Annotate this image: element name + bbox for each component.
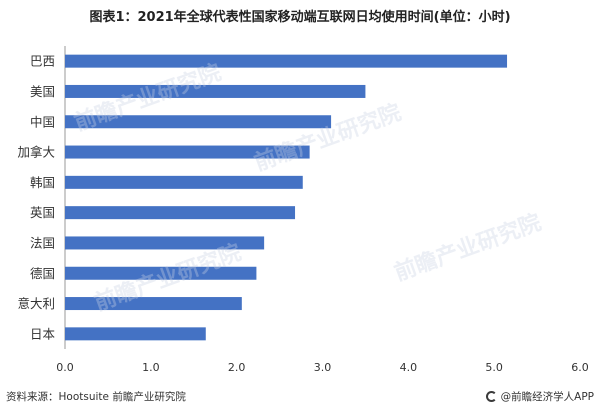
bar (65, 84, 366, 98)
chart-title: 图表1：2021年全球代表性国家移动端互联网日均使用时间(单位：小时) (89, 10, 511, 25)
y-tick-label: 美国 (30, 84, 55, 99)
bar (65, 54, 508, 68)
bar (65, 115, 332, 129)
x-tick-label: 3.0 (314, 361, 332, 374)
y-tick-label: 德国 (30, 266, 55, 281)
source-note: 资料来源：Hootsuite 前瞻产业研究院 (6, 391, 186, 403)
x-tick-label: 4.0 (400, 361, 418, 374)
y-tick-label: 中国 (30, 114, 55, 129)
y-tick-label: 巴西 (30, 54, 55, 69)
bar (65, 327, 206, 341)
brand-logo-icon (485, 391, 497, 402)
x-tick-label: 2.0 (228, 361, 246, 374)
y-tick-label: 日本 (30, 326, 56, 341)
bar (65, 175, 303, 189)
y-tick-label: 意大利 (17, 296, 55, 311)
bar (65, 236, 265, 250)
y-tick-label: 韩国 (30, 175, 55, 190)
chart-footer: 资料来源：Hootsuite 前瞻产业研究院 @前瞻经济学人APP (0, 389, 600, 411)
x-tick-label: 5.0 (485, 361, 503, 374)
x-tick-label: 6.0 (571, 361, 589, 374)
bar (65, 206, 296, 220)
credit-label: @前瞻经济学人APP (500, 391, 594, 403)
y-tick-label: 法国 (30, 235, 55, 250)
x-tick-label: 0.0 (56, 361, 74, 374)
credit: @前瞻经济学人APP (485, 389, 594, 404)
bar (65, 266, 257, 280)
bar (65, 145, 310, 159)
bar (65, 297, 242, 311)
x-tick-label: 1.0 (142, 361, 160, 374)
y-tick-label: 英国 (30, 205, 55, 220)
y-tick-label: 加拿大 (17, 145, 55, 160)
